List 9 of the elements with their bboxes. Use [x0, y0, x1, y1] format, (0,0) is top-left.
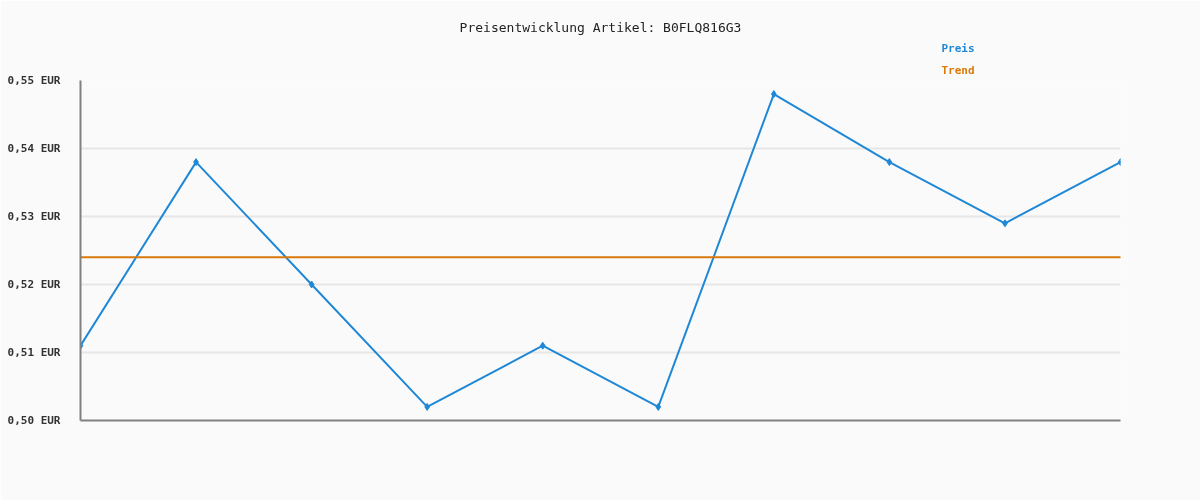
y-tick-label: 0,53 EUR	[7, 210, 61, 223]
y-tick-label: 0,55 EUR	[7, 74, 61, 87]
y-tick-label: 0,52 EUR	[7, 278, 61, 291]
y-tick-label: 0,51 EUR	[7, 346, 61, 359]
y-tick-label: 0,54 EUR	[7, 142, 61, 155]
chart-title: Preisentwicklung Artikel: B0FLQ816G3	[459, 19, 742, 35]
y-tick-label: 0,50 EUR	[7, 414, 61, 427]
text: Trend	[941, 64, 975, 77]
text: Preis	[941, 42, 975, 55]
